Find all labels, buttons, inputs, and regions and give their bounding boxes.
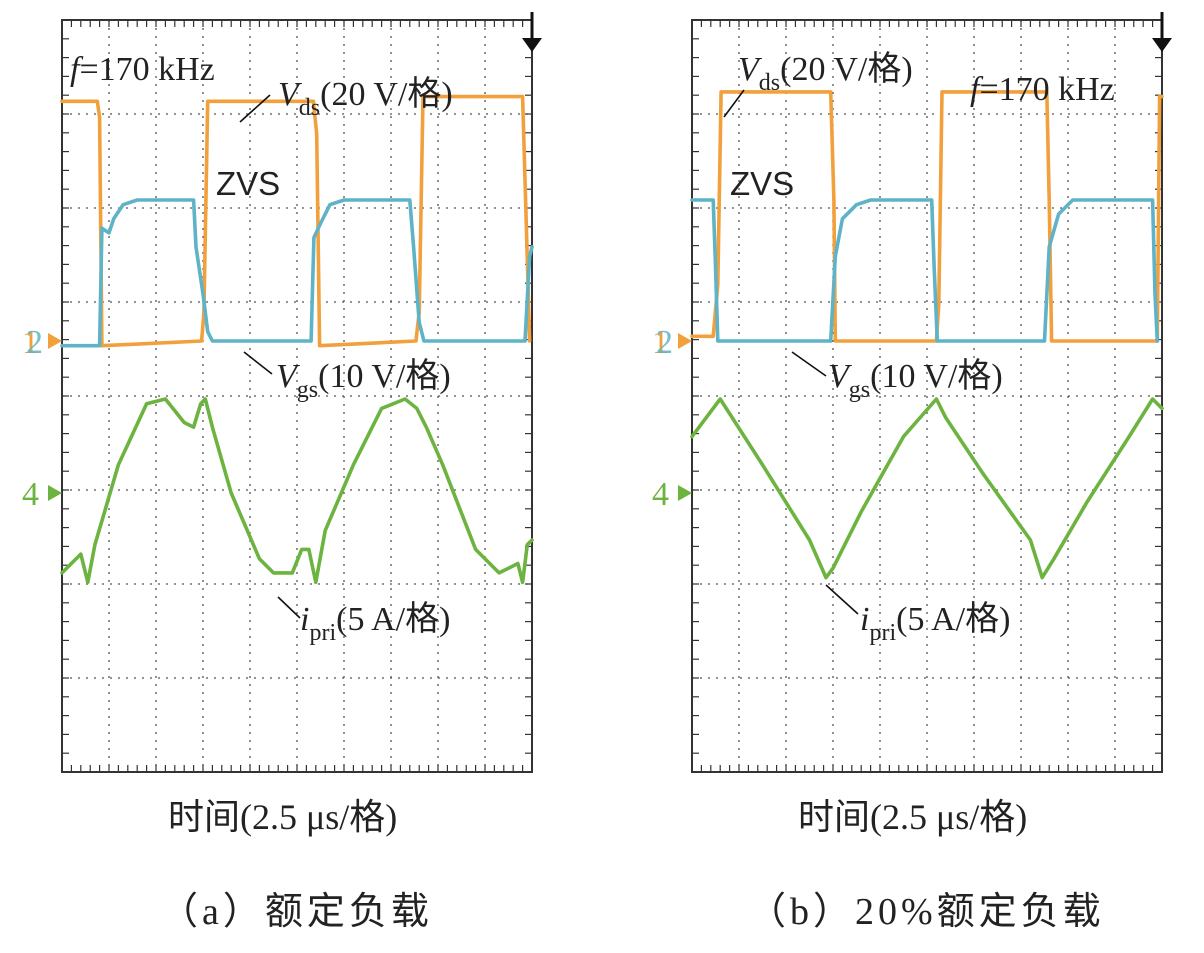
trigger-marker-icon xyxy=(1152,38,1172,52)
zvs-label: ZVS xyxy=(730,165,794,202)
channel-marker-1: 1 xyxy=(22,324,39,361)
scope-b: 1 Vds(20 V/格) 2 Vgs(10 V/格) 4 ipri(5 A/格) f=17… xyxy=(652,12,1172,773)
panel-b: 1 Vds(20 V/格) 2 Vgs(10 V/格) 4 ipri(5 A/格) f=17… xyxy=(602,0,1202,953)
panel-a: 1 Vds(20 V/格) 2 Vgs(10 V/格) 4 ipri(5 A/格) f=17… xyxy=(0,0,600,953)
leader-line-Vds xyxy=(239,94,271,123)
channel-marker-arrow-icon xyxy=(678,485,692,501)
channel-marker-2: 2 xyxy=(656,324,673,361)
channel-marker-4: 4 xyxy=(652,476,669,513)
freq-label: f=170 kHz xyxy=(970,71,1115,108)
trace-label-ipri: ipri(5 A/格) xyxy=(860,600,1010,646)
trace-label-Vgs: Vgs(10 V/格) xyxy=(276,357,451,403)
leader-line-Vgs xyxy=(791,351,827,377)
scope-frame-a xyxy=(61,19,533,773)
trigger-marker-icon xyxy=(522,38,542,52)
channel-marker-arrow-icon xyxy=(678,333,692,349)
channel-marker-2: 2 xyxy=(26,324,43,361)
trace-label-ipri: ipri(5 A/格) xyxy=(300,600,450,646)
trace-Vgs-b xyxy=(690,198,1160,343)
trace-Vds-a xyxy=(60,94,532,348)
leader-line-ipri xyxy=(825,584,859,615)
ticks-a xyxy=(61,19,533,773)
grid-a xyxy=(62,20,532,772)
trace-Vds-b xyxy=(690,90,1164,343)
scope-frame-b xyxy=(691,19,1163,773)
leader-line-ipri xyxy=(277,596,301,619)
scope-a: 1 Vds(20 V/格) 2 Vgs(10 V/格) 4 ipri(5 A/格) f=17… xyxy=(22,12,542,773)
zvs-label: ZVS xyxy=(216,165,280,202)
trace-label-Vgs: Vgs(10 V/格) xyxy=(828,357,1003,403)
leader-line-Vgs xyxy=(243,351,273,375)
caption-a: （a）额定负载 xyxy=(160,891,433,933)
grid-b xyxy=(692,20,1162,772)
trace-ipri-b xyxy=(690,397,1164,580)
trace-label-Vds: Vds(20 V/格) xyxy=(738,50,913,96)
channel-marker-arrow-icon xyxy=(48,485,62,501)
caption-b: （b）20%额定负载 xyxy=(748,891,1105,933)
trace-Vgs-a xyxy=(60,198,534,348)
freq-label: f=170 kHz xyxy=(70,51,215,88)
channel-marker-arrow-icon xyxy=(48,333,62,349)
trace-ipri-a xyxy=(60,397,534,585)
leader-line-Vds xyxy=(723,89,745,118)
channel-marker-1: 1 xyxy=(652,324,669,361)
x-axis-label-a: 时间(2.5 μs/格) xyxy=(168,797,398,837)
x-axis-label-b: 时间(2.5 μs/格) xyxy=(798,797,1028,837)
channel-marker-4: 4 xyxy=(22,476,39,513)
trace-label-Vds: Vds(20 V/格) xyxy=(278,75,453,121)
